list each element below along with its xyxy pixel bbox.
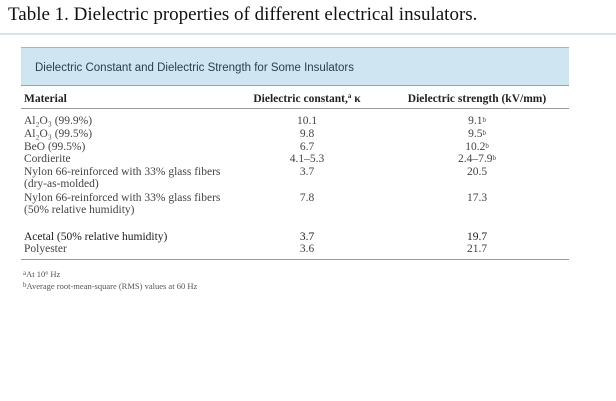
- cell-dielectric-strength: 10.2b: [387, 141, 567, 153]
- header-dielectric-strength: Dielectric strength (kV/mm): [407, 93, 547, 105]
- footnote: bAverage root-mean-square (RMS) values a…: [23, 280, 569, 292]
- cell-dielectric-constant: 9.8: [299, 127, 315, 140]
- footnote: aAt 10⁶ Hz: [23, 268, 569, 280]
- cell-material: Cordierite: [24, 153, 71, 166]
- cell-strength-value: 9.5: [468, 127, 483, 140]
- cell-dielectric-strength: 9.1b: [387, 115, 567, 127]
- cell-material: Al₂O₃ (99.9%): [24, 115, 93, 127]
- cell-dielectric-constant: 3.6: [299, 243, 315, 256]
- header-footnote-mark: a: [347, 92, 352, 100]
- cell-dielectric-strength: 19.7: [466, 230, 488, 243]
- cell-material: Acetal (50% relative humidity): [24, 230, 168, 243]
- cell-footnote-mark: b: [482, 116, 486, 124]
- cell-dielectric-strength: 21.7: [466, 243, 488, 256]
- cell-dielectric-constant: 3.7: [299, 166, 315, 179]
- cell-dielectric-strength: 2.4–7.9b: [387, 153, 567, 165]
- table-row: Nylon 66-reinforced with 33% glass fiber…: [21, 192, 569, 231]
- cell-footnote-mark: b: [482, 128, 486, 137]
- cell-dielectric-strength: 20.5: [466, 166, 488, 179]
- table-row: Al₂O₃ (99.9%) 10.1 9.1b: [21, 115, 569, 128]
- cell-material: Nylon 66-reinforced with 33% glass fiber…: [24, 192, 221, 217]
- cell-dielectric-strength: 9.5b: [387, 128, 567, 140]
- cell-material: BeO (99.5%): [24, 140, 86, 153]
- cell-material: Polyester: [24, 243, 67, 256]
- table-row: BeO (99.5%) 6.7 10.2b: [21, 141, 569, 154]
- table-row: Polyester 3.6 21.7: [21, 243, 569, 256]
- cell-material: Al₂O₃ (99.5%): [24, 127, 93, 140]
- cell-footnote-mark: b: [485, 141, 489, 150]
- cell-material: Nylon 66-reinforced with 33% glass fiber…: [24, 166, 221, 191]
- table-caption: Table 1. Dielectric properties of differ…: [8, 4, 478, 25]
- cell-strength-value: 9.1: [468, 115, 483, 127]
- cell-footnote-mark: b: [492, 154, 497, 163]
- footnote-mark: a: [23, 269, 27, 278]
- cell-dielectric-constant: 10.1: [296, 115, 318, 127]
- table-row: Cordierite 4.1–5.3 2.4–7.9b: [21, 153, 569, 166]
- table-header-row: Material Dielectric constant,a κ Dielect…: [21, 86, 569, 109]
- table-row: Acetal (50% relative humidity) 3.7 19.7: [21, 231, 569, 244]
- header-material: Material: [24, 93, 67, 105]
- cell-strength-value: 10.2: [465, 140, 486, 153]
- cell-dielectric-constant: 3.7: [299, 230, 315, 243]
- caption-divider: [0, 33, 616, 35]
- table-row: Al₂O₃ (99.5%) 9.8 9.5b: [21, 128, 569, 141]
- table-row: Nylon 66-reinforced with 33% glass fiber…: [21, 166, 569, 192]
- cell-dielectric-constant: 6.7: [299, 140, 315, 153]
- cell-dielectric-constant: 4.1–5.3: [289, 153, 325, 166]
- table-bottom-rule: [21, 259, 569, 261]
- header-dielectric-constant: Dielectric constant,a κ: [227, 92, 387, 105]
- footnote-mark: b: [23, 281, 27, 290]
- cell-dielectric-constant: 7.8: [299, 192, 315, 205]
- header-kappa-symbol: κ: [351, 93, 361, 105]
- header-constant-label: Dielectric constant,: [253, 93, 348, 105]
- table-title: Dielectric Constant and Dielectric Stren…: [21, 47, 569, 86]
- footnote-text: At 10⁶ Hz: [26, 269, 61, 280]
- table-body: Al₂O₃ (99.9%) 10.1 9.1b Al₂O₃ (99.5%) 9.…: [21, 109, 569, 256]
- cell-strength-value: 2.4–7.9: [458, 153, 493, 166]
- cell-dielectric-strength: 17.3: [466, 192, 488, 205]
- table-footnotes: aAt 10⁶ Hz bAverage root-mean-square (RM…: [21, 268, 569, 292]
- footnote-text: Average root-mean-square (RMS) values at…: [26, 281, 198, 292]
- insulator-table: Dielectric Constant and Dielectric Stren…: [21, 47, 569, 292]
